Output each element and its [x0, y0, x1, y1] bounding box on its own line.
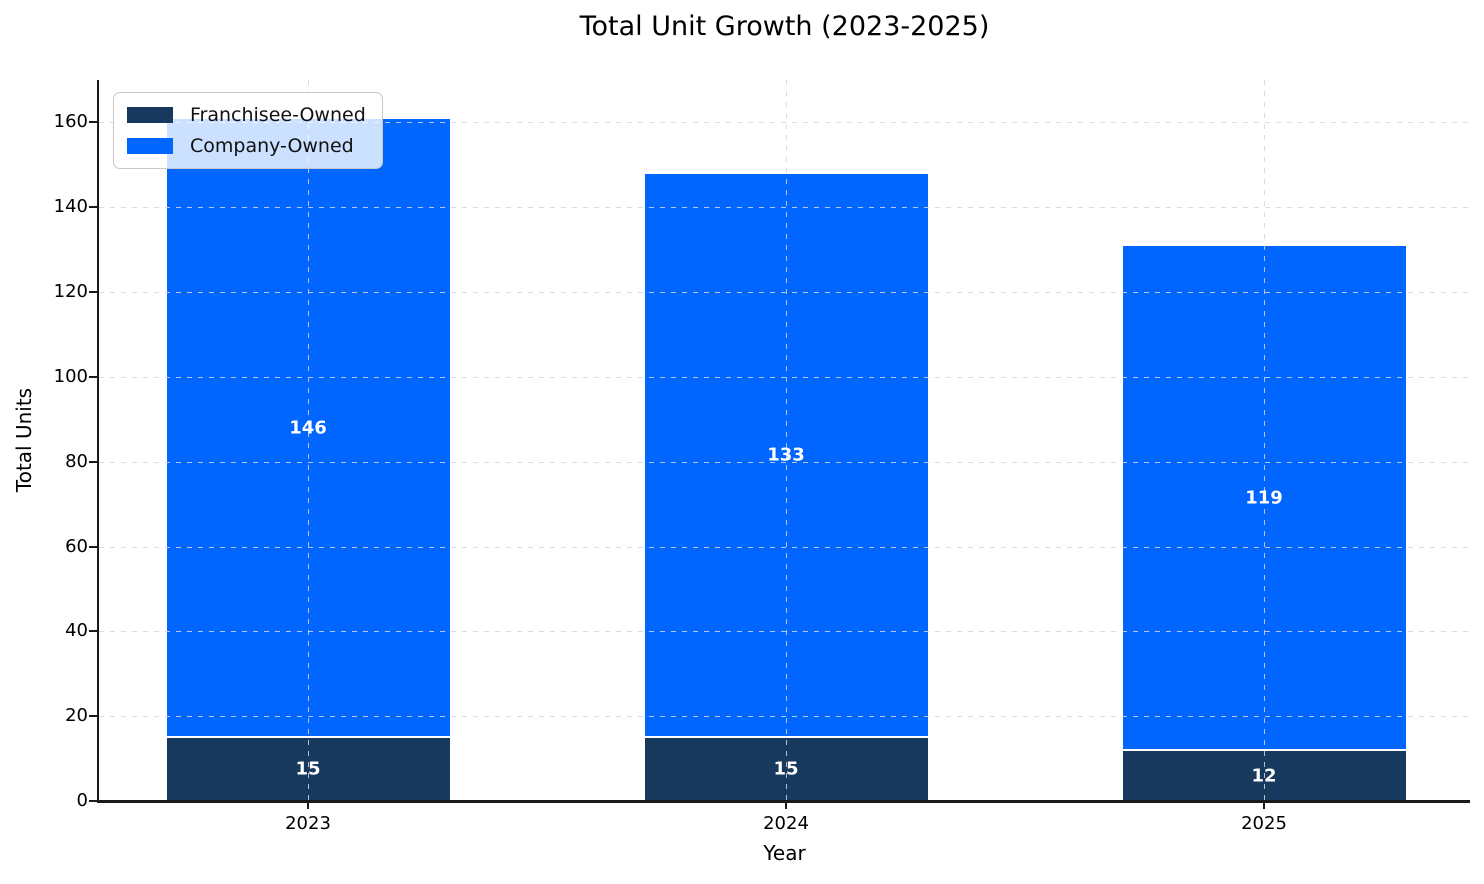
bar-value-label: 12 — [1251, 765, 1277, 787]
gridline-horizontal — [99, 546, 1470, 548]
y-tick-label: 60 — [65, 535, 88, 557]
bar-value-label: 15 — [295, 758, 321, 780]
bar-value-label: 119 — [1245, 487, 1283, 509]
gridline-horizontal — [99, 292, 1470, 294]
y-tick-mark — [89, 121, 97, 124]
legend-label: Company-Owned — [190, 135, 354, 157]
y-tick-mark — [89, 460, 97, 463]
y-tick-mark — [89, 375, 97, 378]
legend-item-franchisee-owned: Franchisee-Owned — [127, 104, 366, 126]
x-tick-label: 2024 — [763, 813, 809, 834]
y-tick-mark — [89, 545, 97, 548]
y-axis-line — [96, 80, 99, 801]
x-tick-mark — [1263, 801, 1265, 809]
y-tick-mark — [89, 206, 97, 209]
x-tick-label: 2023 — [285, 813, 331, 834]
bar-value-label: 133 — [767, 444, 805, 466]
gridline-horizontal — [99, 716, 1470, 718]
bar-value-label: 15 — [773, 758, 799, 780]
x-axis-line — [96, 800, 1470, 803]
legend-item-company-owned: Company-Owned — [127, 135, 366, 157]
chart-title: Total Unit Growth (2023-2025) — [579, 11, 990, 42]
gridline-vertical — [308, 80, 309, 801]
y-tick-label: 40 — [65, 620, 88, 642]
y-tick-label: 120 — [53, 281, 88, 303]
legend-swatch — [127, 107, 173, 123]
gridline-horizontal — [99, 207, 1470, 209]
y-axis-label: Total Units — [12, 387, 36, 493]
legend-swatch — [127, 138, 173, 154]
y-tick-mark — [89, 800, 97, 802]
y-tick-label: 100 — [53, 365, 88, 387]
y-tick-mark — [89, 715, 97, 718]
y-tick-label: 80 — [65, 450, 88, 472]
y-tick-mark — [89, 291, 97, 294]
gridline-horizontal — [99, 631, 1470, 633]
legend: Franchisee-Owned Company-Owned — [113, 92, 383, 169]
y-tick-label: 160 — [53, 111, 88, 133]
y-tick-label: 140 — [53, 196, 88, 218]
gridline-horizontal — [99, 376, 1470, 378]
y-tick-label: 0 — [76, 790, 88, 811]
y-tick-mark — [89, 630, 97, 633]
gridline-vertical — [786, 80, 787, 801]
gridline-vertical — [1264, 80, 1265, 801]
x-tick-label: 2025 — [1241, 813, 1287, 834]
bar-value-label: 146 — [289, 417, 327, 439]
y-tick-label: 20 — [65, 705, 88, 727]
x-tick-mark — [785, 801, 787, 809]
gridline-horizontal — [99, 122, 1470, 124]
x-axis-label: Year — [763, 841, 806, 865]
x-tick-mark — [307, 801, 309, 809]
gridline-horizontal — [99, 461, 1470, 463]
legend-label: Franchisee-Owned — [190, 104, 366, 126]
